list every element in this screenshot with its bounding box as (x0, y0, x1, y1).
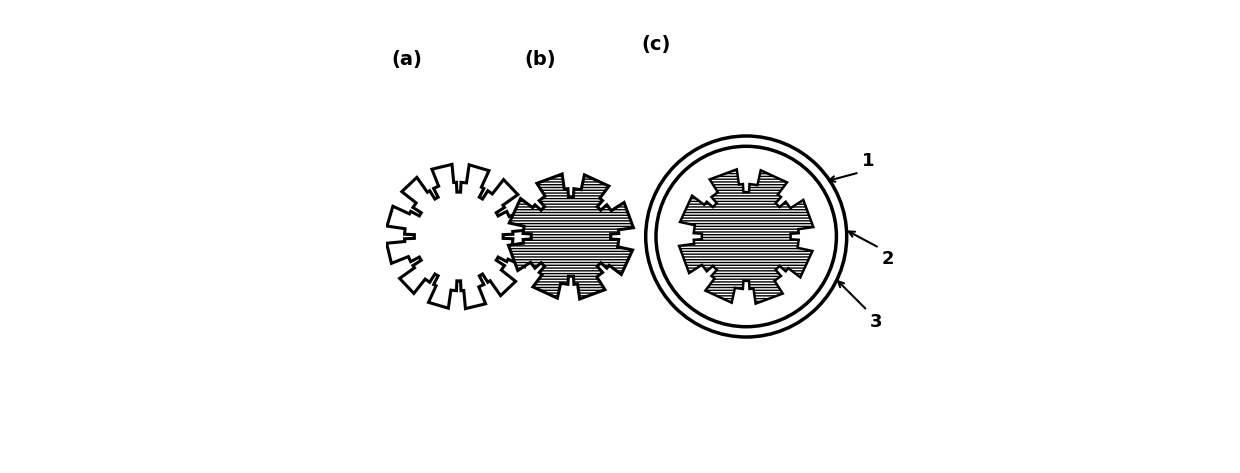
Polygon shape (680, 169, 813, 304)
Polygon shape (508, 174, 634, 299)
Text: (c): (c) (641, 35, 671, 54)
Text: (a): (a) (391, 50, 422, 69)
Circle shape (657, 148, 835, 325)
Text: 3: 3 (869, 313, 882, 331)
Text: 2: 2 (882, 250, 894, 268)
Circle shape (646, 136, 847, 337)
Polygon shape (387, 164, 531, 309)
Text: 1: 1 (862, 152, 874, 170)
Wedge shape (646, 136, 847, 337)
Text: (b): (b) (525, 50, 556, 69)
Polygon shape (680, 169, 813, 304)
Circle shape (656, 146, 837, 327)
